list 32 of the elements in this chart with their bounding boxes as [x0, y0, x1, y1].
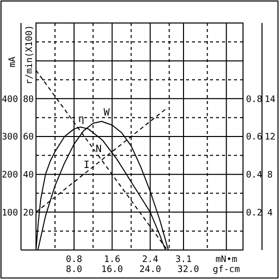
- x2-tick-label: 16.0: [101, 265, 123, 275]
- x2-tick-label: 24.0: [139, 265, 162, 275]
- y3-tick-label: 0.6: [246, 132, 262, 143]
- y2-tick-label: 20: [23, 208, 34, 218]
- y2-tick-label: 60: [23, 132, 34, 143]
- y3-tick-label: 0.8: [246, 94, 262, 105]
- x2-axis-title: gf-cm: [212, 265, 240, 275]
- y-tick-label: 300: [2, 132, 18, 143]
- x-tick-label: 3.1: [175, 255, 192, 265]
- x-axis-title: mN•m: [216, 255, 238, 265]
- y2-tick-label: 80: [23, 94, 34, 105]
- y-tick-label: 200: [2, 170, 18, 180]
- y3-tick-label: 0.4: [246, 170, 262, 180]
- series-label: N: [96, 144, 102, 156]
- text: 12: [264, 132, 276, 143]
- y-tick-label: 400: [2, 94, 18, 105]
- x2-tick-label: 8.0: [66, 265, 82, 275]
- y3-tick-label: 0.2: [246, 208, 262, 218]
- x-tick-label: 1.6: [104, 255, 120, 265]
- text: 4: [267, 208, 273, 218]
- y2-tick-label: 40: [23, 170, 34, 180]
- text: 8: [267, 170, 273, 180]
- x2-tick-label: 32.0: [177, 265, 200, 275]
- y-axis-title: mA: [8, 56, 18, 68]
- x-tick-label: 2.4: [142, 255, 158, 265]
- series-label: η: [78, 114, 84, 126]
- series-label: W: [104, 107, 111, 118]
- text: 14: [264, 94, 276, 105]
- series-label: I: [84, 160, 90, 171]
- x-tick-label: 0.8: [66, 255, 82, 265]
- y-tick-label: 100: [2, 208, 18, 218]
- y2-axis-title: r/min(X100): [25, 25, 35, 85]
